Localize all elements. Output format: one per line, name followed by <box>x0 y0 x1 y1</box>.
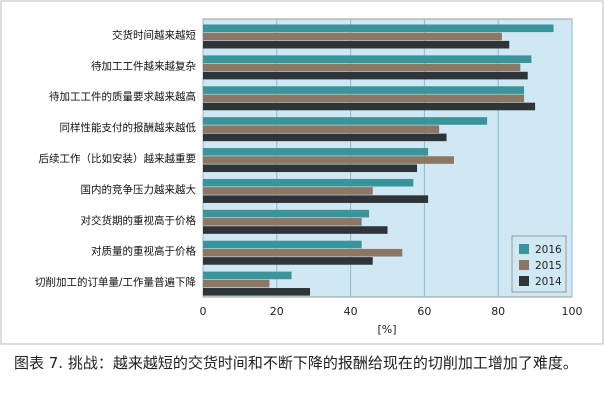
bar-2016 <box>203 271 292 280</box>
category-labels: 交货时间越来越短待加工工件越来越复杂待加工工件的质量要求越来越高同样性能支付的报… <box>35 28 197 288</box>
bar-2014 <box>203 102 536 111</box>
x-tick-label: 40 <box>344 305 358 318</box>
category-label: 同样性能支付的报酬越来越低 <box>60 121 197 134</box>
bars <box>203 24 554 296</box>
bar-2016 <box>203 55 532 63</box>
bar-2015 <box>203 32 502 41</box>
bar-2015 <box>203 156 454 164</box>
bar-2014 <box>203 71 528 80</box>
bar-2014 <box>203 288 311 296</box>
bar-chart: 交货时间越来越短待加工工件越来越复杂待加工工件的质量要求越来越高同样性能支付的报… <box>0 0 604 345</box>
legend-swatch-2016 <box>519 244 529 254</box>
legend-label-2016: 2016 <box>535 244 562 256</box>
bar-2016 <box>203 24 554 33</box>
bar-2014 <box>203 40 510 49</box>
legend-swatch-2015 <box>519 260 529 270</box>
legend-label-2015: 2015 <box>535 260 562 272</box>
x-tick-label: 80 <box>491 305 505 318</box>
x-tick-labels: 0 20 40 60 80 100 <box>200 305 583 318</box>
category-label: 国内的竞争压力越来越大 <box>81 183 197 196</box>
bar-2016 <box>203 178 414 187</box>
bar-2014 <box>203 195 429 203</box>
x-tick-label: 20 <box>270 305 284 318</box>
category-label: 交货时间越来越短 <box>112 28 196 41</box>
bar-2016 <box>203 86 525 94</box>
category-label: 待加工工件越来越复杂 <box>91 59 196 72</box>
bar-2014 <box>203 226 388 234</box>
x-tick-label: 60 <box>417 305 431 318</box>
bar-2016 <box>203 209 370 218</box>
legend-label-2014: 2014 <box>535 276 562 288</box>
x-axis-title: [%] <box>377 323 396 336</box>
category-label: 后续工作（比如安装）越来越重要 <box>39 152 197 165</box>
legend: 2016 2015 2014 <box>511 235 567 293</box>
x-tick-label: 0 <box>200 305 207 318</box>
bar-2016 <box>203 240 362 249</box>
bar-2014 <box>203 257 373 265</box>
x-tick-label: 100 <box>562 305 583 318</box>
bar-2015 <box>203 125 440 133</box>
category-label: 对交货期的重视高于价格 <box>81 214 197 227</box>
bar-2015 <box>203 218 362 226</box>
bar-2015 <box>203 248 403 257</box>
legend-swatch-2014 <box>519 276 529 286</box>
bar-2015 <box>203 279 270 288</box>
bar-2016 <box>203 117 488 125</box>
category-label: 对质量的重视高于价格 <box>91 245 196 258</box>
figure-caption: 图表 7. 挑战：越来越短的交货时间和不断下降的报酬给现在的切削加工增加了难度。 <box>14 354 578 372</box>
bar-2014 <box>203 133 447 142</box>
bar-2016 <box>203 148 429 156</box>
bar-2015 <box>203 94 525 103</box>
category-label: 待加工工件的质量要求越来越高 <box>49 90 196 103</box>
bar-2015 <box>203 187 373 195</box>
category-label: 切削加工的订单量/工作量普遍下降 <box>35 276 197 289</box>
bar-2014 <box>203 164 418 173</box>
bar-2015 <box>203 63 521 72</box>
